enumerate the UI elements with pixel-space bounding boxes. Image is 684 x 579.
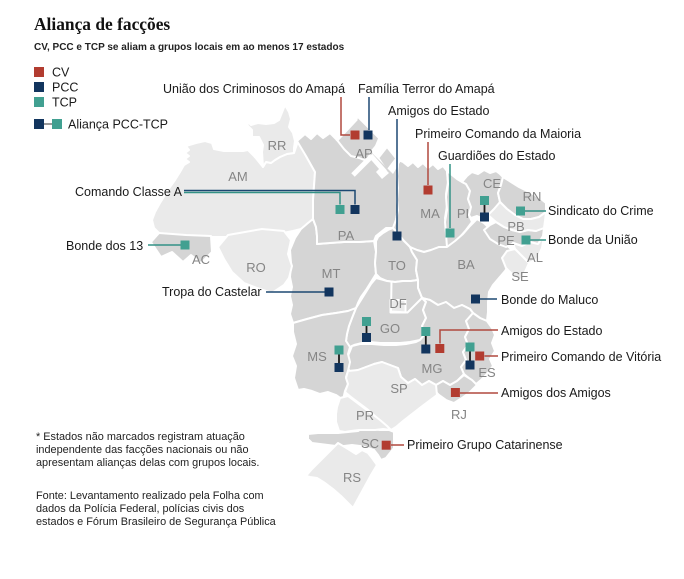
svg-text:RS: RS: [343, 470, 361, 485]
svg-text:AP: AP: [355, 146, 372, 161]
svg-text:RN: RN: [523, 189, 542, 204]
svg-text:MS: MS: [307, 349, 327, 364]
svg-text:GO: GO: [380, 321, 400, 336]
svg-text:RO: RO: [246, 260, 266, 275]
svg-text:ES: ES: [478, 365, 496, 380]
svg-text:Bonde da União: Bonde da União: [548, 233, 638, 247]
svg-text:Bonde dos 13: Bonde dos 13: [66, 239, 143, 253]
svg-text:PA: PA: [338, 228, 355, 243]
svg-text:AL: AL: [527, 250, 543, 265]
svg-text:Amigos do Estado: Amigos do Estado: [501, 324, 602, 338]
svg-text:Primeiro Comando da Maioria: Primeiro Comando da Maioria: [415, 127, 581, 141]
svg-text:Tropa do Castelar: Tropa do Castelar: [162, 285, 262, 299]
svg-text:CV: CV: [52, 66, 70, 80]
svg-text:RR: RR: [268, 138, 287, 153]
svg-text:DF: DF: [389, 296, 406, 311]
svg-text:CE: CE: [483, 176, 501, 191]
svg-text:MA: MA: [420, 206, 440, 221]
svg-text:PR: PR: [356, 408, 374, 423]
svg-text:PE: PE: [497, 233, 515, 248]
svg-text:Bonde do Maluco: Bonde do Maluco: [501, 293, 598, 307]
svg-text:Primeiro Grupo Catarinense: Primeiro Grupo Catarinense: [407, 438, 563, 452]
svg-text:Amigos do Estado: Amigos do Estado: [388, 104, 489, 118]
svg-text:BA: BA: [457, 257, 475, 272]
svg-text:Aliança PCC-TCP: Aliança PCC-TCP: [68, 118, 168, 132]
svg-text:União dos Criminosos do Amapá: União dos Criminosos do Amapá: [163, 82, 345, 96]
svg-text:AC: AC: [192, 252, 210, 267]
svg-text:Guardiões do Estado: Guardiões do Estado: [438, 149, 555, 163]
svg-text:PCC: PCC: [52, 81, 78, 95]
svg-text:SE: SE: [511, 269, 529, 284]
svg-text:Comando Classe A: Comando Classe A: [75, 185, 183, 199]
svg-text:TO: TO: [388, 258, 406, 273]
svg-text:TCP: TCP: [52, 96, 77, 110]
svg-text:SC: SC: [361, 436, 379, 451]
svg-text:RJ: RJ: [451, 407, 467, 422]
svg-text:Sindicato do Crime: Sindicato do Crime: [548, 204, 654, 218]
svg-text:PI: PI: [457, 206, 469, 221]
svg-text:Primeiro Comando de Vitória: Primeiro Comando de Vitória: [501, 350, 661, 364]
svg-text:MG: MG: [422, 361, 443, 376]
svg-text:AM: AM: [228, 169, 248, 184]
svg-text:Amigos dos Amigos: Amigos dos Amigos: [501, 386, 611, 400]
svg-text:MT: MT: [322, 266, 341, 281]
svg-text:SP: SP: [390, 381, 407, 396]
svg-text:Família Terror do Amapá: Família Terror do Amapá: [358, 82, 495, 96]
svg-text:PB: PB: [507, 219, 524, 234]
